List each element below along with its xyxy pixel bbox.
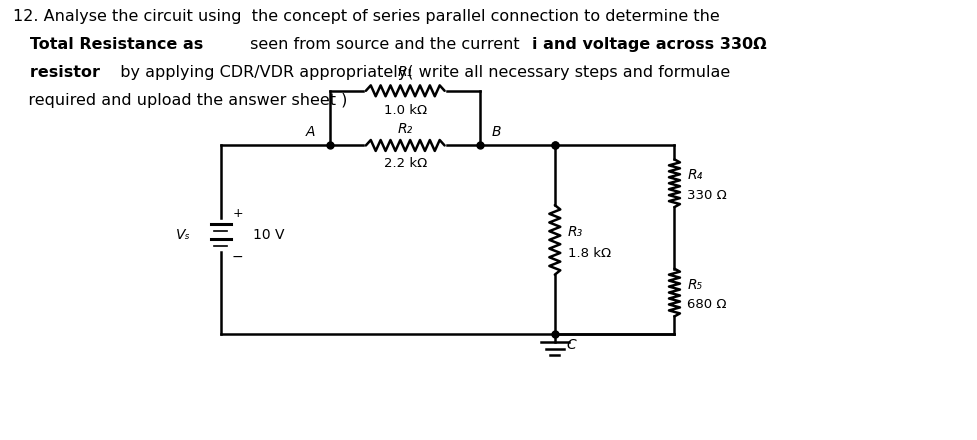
Text: 2.2 kΩ: 2.2 kΩ (384, 158, 427, 170)
Text: 12. Analyse the circuit using  the concept of series parallel connection to dete: 12. Analyse the circuit using the concep… (14, 9, 720, 24)
Text: Total Resistance as: Total Resistance as (14, 37, 203, 52)
Text: required and upload the answer sheet ): required and upload the answer sheet ) (14, 93, 348, 108)
Text: i and voltage across 330Ω: i and voltage across 330Ω (531, 37, 767, 52)
Text: R₂: R₂ (398, 121, 413, 136)
Text: 330 Ω: 330 Ω (688, 189, 727, 202)
Text: 10 V: 10 V (253, 228, 284, 242)
Text: C: C (567, 338, 576, 352)
Text: R₄: R₄ (688, 168, 702, 182)
Text: by applying CDR/VDR appropriately( write all necessary steps and formulae: by applying CDR/VDR appropriately( write… (110, 65, 731, 80)
Text: 1.8 kΩ: 1.8 kΩ (568, 247, 611, 260)
Text: B: B (492, 125, 501, 139)
Text: resistor: resistor (14, 65, 101, 80)
Text: +: + (233, 206, 243, 220)
Text: R₁: R₁ (398, 65, 413, 79)
Text: seen from source and the current: seen from source and the current (244, 37, 525, 52)
Text: A: A (306, 125, 316, 139)
Text: Vₛ: Vₛ (176, 228, 191, 242)
Text: 1.0 kΩ: 1.0 kΩ (384, 104, 427, 117)
Text: R₃: R₃ (568, 225, 583, 239)
Text: −: − (232, 250, 243, 264)
Text: 680 Ω: 680 Ω (688, 298, 727, 311)
Text: R₅: R₅ (688, 278, 702, 292)
